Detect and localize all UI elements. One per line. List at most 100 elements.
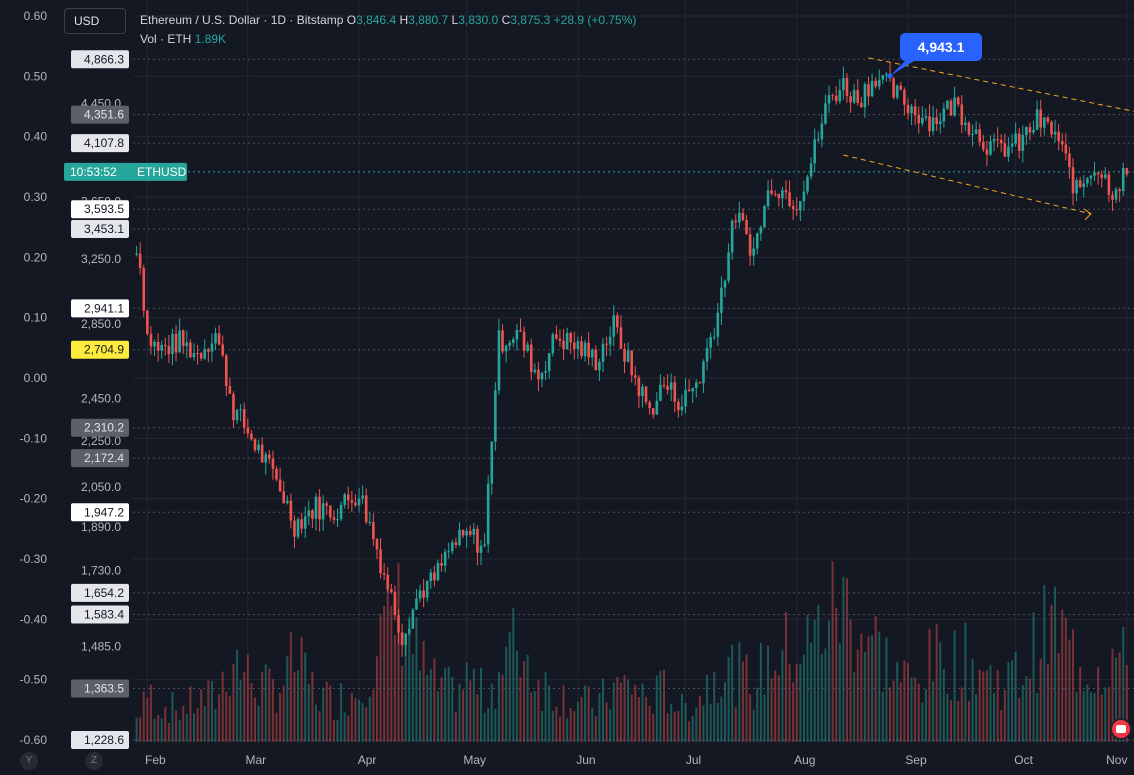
volume-bar bbox=[993, 692, 996, 742]
volume-bar bbox=[494, 709, 497, 742]
candle-body bbox=[669, 382, 673, 390]
candle-body bbox=[368, 522, 372, 524]
price-label-8: 2,172.4 bbox=[84, 451, 124, 465]
volume-bar bbox=[573, 711, 576, 742]
flag-icon[interactable] bbox=[1110, 718, 1132, 740]
volume-bar bbox=[784, 611, 787, 742]
volume-bar bbox=[139, 717, 142, 742]
candle-body bbox=[1014, 133, 1017, 144]
candle-body bbox=[1046, 117, 1050, 122]
candle-body bbox=[960, 104, 964, 125]
price-label-bg-6 bbox=[71, 340, 129, 359]
volume-bar bbox=[695, 707, 698, 742]
axis-y-button[interactable]: Y bbox=[20, 752, 38, 770]
candle-body bbox=[382, 573, 386, 575]
candle-body bbox=[745, 219, 748, 235]
volume-bar bbox=[465, 662, 468, 742]
volume-bar bbox=[261, 671, 264, 742]
price-label-bg-3 bbox=[71, 200, 129, 219]
candle-body bbox=[867, 84, 870, 97]
price-label-11: 1,583.4 bbox=[84, 608, 124, 622]
volume-bar bbox=[264, 664, 267, 742]
candle-body bbox=[942, 108, 946, 122]
volume-bar bbox=[652, 713, 655, 742]
candle-body bbox=[415, 598, 418, 610]
volume-bar bbox=[820, 653, 823, 742]
candle-body bbox=[637, 377, 641, 397]
volume-bar bbox=[192, 713, 195, 742]
month-label-may: May bbox=[463, 753, 486, 767]
volume-bar bbox=[1100, 694, 1103, 742]
volume-bar bbox=[1111, 648, 1114, 742]
candle-body bbox=[217, 333, 221, 345]
percent-tick-9: -0.30 bbox=[20, 552, 48, 566]
volume-bar bbox=[698, 696, 701, 742]
volume-bar bbox=[946, 693, 949, 742]
candle-body bbox=[321, 503, 325, 520]
price-label-3: 3,593.5 bbox=[84, 202, 124, 216]
volume-bar bbox=[942, 669, 945, 742]
candle-body bbox=[207, 349, 210, 352]
channel-trendlines bbox=[843, 57, 1134, 221]
candle-body bbox=[246, 427, 250, 434]
candle-body bbox=[271, 458, 275, 469]
currency-button[interactable]: USD bbox=[64, 8, 126, 34]
volume-bar bbox=[336, 719, 339, 742]
volume-bar bbox=[257, 705, 260, 742]
candle-body bbox=[282, 491, 285, 504]
candle-body bbox=[662, 384, 666, 386]
candle-body bbox=[885, 73, 888, 76]
candle-body bbox=[375, 539, 379, 550]
volume-bar bbox=[709, 703, 712, 742]
volume-bar bbox=[160, 718, 163, 742]
candle-body bbox=[167, 346, 171, 355]
volume-bar bbox=[149, 684, 152, 742]
volume-bar bbox=[526, 655, 529, 742]
volume-bar bbox=[953, 630, 956, 742]
candle-body bbox=[354, 502, 357, 506]
volume-bar bbox=[677, 710, 680, 742]
candle-body bbox=[781, 190, 784, 199]
volume-bar bbox=[996, 670, 999, 742]
candle-body bbox=[576, 341, 580, 349]
volume-bar bbox=[935, 624, 938, 742]
candle-body bbox=[1114, 189, 1118, 200]
volume-bar bbox=[598, 693, 601, 742]
candle-body bbox=[260, 444, 264, 463]
candle-body bbox=[562, 340, 565, 350]
volume-bar bbox=[921, 702, 924, 742]
candle-body bbox=[329, 505, 332, 518]
volume-bar bbox=[1122, 627, 1125, 742]
volume-bar bbox=[358, 699, 361, 742]
candle-body bbox=[705, 347, 709, 362]
price-label-bg-11 bbox=[71, 605, 129, 624]
candle-body bbox=[680, 406, 684, 411]
volume-bar bbox=[544, 672, 547, 742]
candle-body bbox=[938, 121, 942, 125]
volume-bar bbox=[286, 656, 289, 742]
volume-bar bbox=[146, 697, 149, 742]
candle-body bbox=[974, 129, 978, 135]
candle-body bbox=[906, 104, 910, 114]
candle-body bbox=[870, 80, 874, 97]
candle-body bbox=[171, 333, 174, 355]
candle-body bbox=[773, 193, 777, 195]
candle-body bbox=[1118, 189, 1121, 192]
volume-bar bbox=[680, 693, 683, 742]
candle-body bbox=[540, 372, 544, 380]
candle-body bbox=[425, 581, 429, 598]
volume-bar bbox=[781, 650, 784, 742]
price-callout[interactable]: 4,943.1 bbox=[900, 33, 982, 61]
candle-body bbox=[533, 369, 537, 373]
candle-body bbox=[1111, 194, 1114, 200]
percent-tick-0: 0.60 bbox=[24, 9, 48, 23]
volume-bar bbox=[537, 680, 540, 742]
candle-body bbox=[422, 590, 425, 598]
candle-body bbox=[343, 494, 346, 505]
candle-body bbox=[626, 350, 630, 362]
axis-z-button[interactable]: Z bbox=[85, 752, 103, 770]
candle-body bbox=[971, 134, 974, 136]
candle-body bbox=[809, 163, 813, 177]
candle-body bbox=[931, 117, 935, 132]
